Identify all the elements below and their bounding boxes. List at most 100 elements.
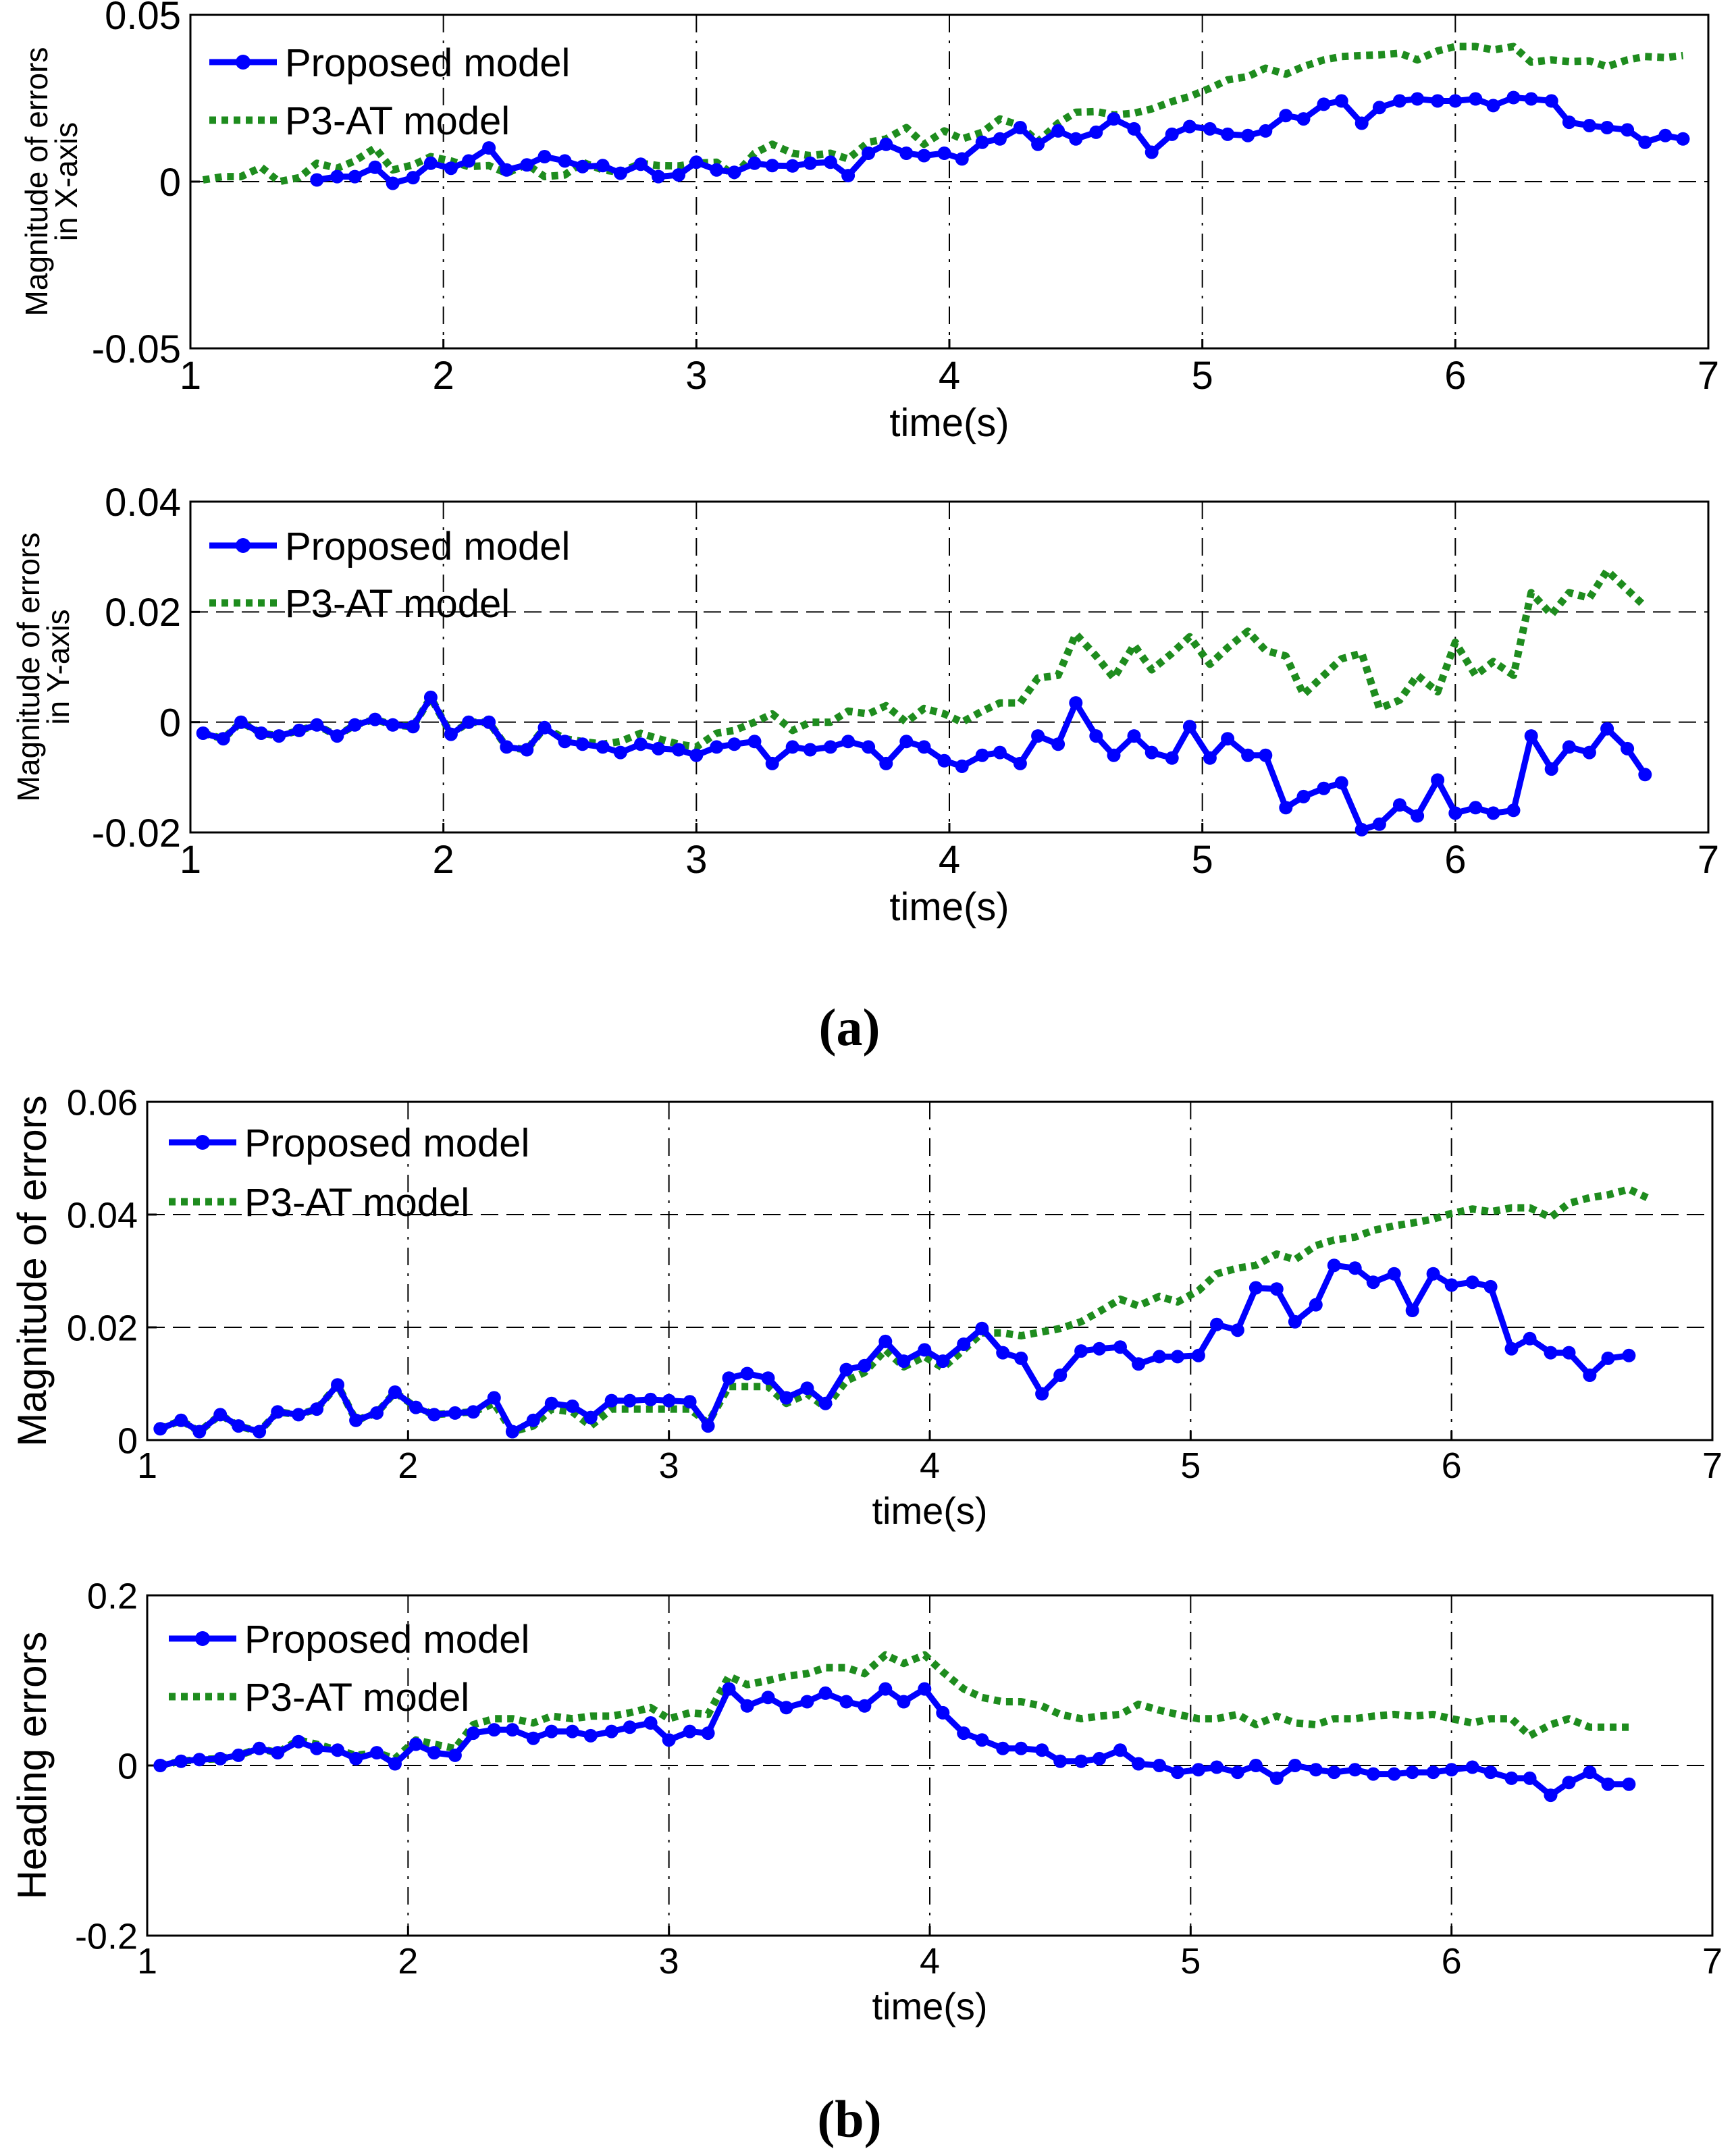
x-tick-label: 5 — [1180, 1445, 1201, 1486]
y-tick-label: 0 — [117, 1746, 138, 1786]
data-point — [975, 1321, 989, 1335]
data-point — [1372, 101, 1386, 115]
data-point — [1562, 740, 1576, 754]
data-point — [232, 1748, 246, 1762]
data-point — [975, 748, 989, 762]
legend-label: Proposed model — [244, 1121, 529, 1165]
data-point — [526, 1731, 540, 1745]
data-point — [1259, 748, 1273, 762]
legend-label: Proposed model — [285, 525, 570, 568]
data-point — [1230, 1323, 1244, 1337]
data-point — [683, 1395, 697, 1409]
data-point — [1621, 123, 1635, 137]
data-point — [1210, 1317, 1224, 1331]
data-point — [1069, 696, 1083, 710]
data-point — [1562, 1776, 1576, 1790]
data-point — [841, 735, 856, 749]
data-point — [1601, 1777, 1615, 1791]
data-point — [565, 1399, 579, 1413]
data-point — [1392, 94, 1406, 108]
data-point — [505, 1425, 519, 1439]
y-tick-label: 0.2 — [87, 1576, 138, 1616]
data-point — [1259, 124, 1273, 138]
data-point — [858, 1358, 872, 1373]
data-point — [1182, 120, 1196, 134]
data-point — [583, 1728, 598, 1743]
data-point — [1309, 1298, 1323, 1312]
x-axis-label: time(s) — [889, 885, 1009, 929]
data-point — [1348, 1261, 1362, 1275]
legend-label: P3-AT model — [244, 1676, 469, 1720]
data-point — [368, 712, 382, 726]
data-point — [406, 171, 420, 185]
data-point — [596, 740, 610, 754]
data-point — [1053, 1754, 1068, 1768]
data-point — [1405, 1765, 1419, 1780]
data-point — [722, 1682, 736, 1696]
y-tick-label: 0 — [159, 701, 181, 745]
data-point — [466, 1405, 480, 1419]
legend-marker — [236, 538, 251, 553]
data-point — [330, 169, 344, 184]
data-point — [192, 1425, 207, 1439]
data-point — [174, 1413, 188, 1427]
data-point — [537, 720, 552, 735]
x-axis-label: time(s) — [872, 1489, 987, 1532]
data-point — [899, 147, 914, 160]
data-point — [1562, 115, 1576, 130]
data-point — [1504, 1771, 1519, 1785]
data-point — [1387, 1767, 1401, 1781]
data-point — [765, 159, 779, 173]
data-point — [800, 1695, 814, 1709]
x-axis-label: time(s) — [872, 1985, 987, 2027]
data-point — [899, 735, 914, 749]
data-point — [1132, 1757, 1146, 1771]
data-point — [310, 1402, 324, 1416]
data-point — [153, 1759, 167, 1772]
data-point — [701, 1419, 715, 1433]
data-point — [710, 740, 724, 754]
series-line-proposed — [159, 1262, 1629, 1435]
data-point — [1069, 132, 1083, 146]
data-point — [331, 1743, 344, 1757]
data-point — [271, 1405, 285, 1419]
data-point — [1221, 127, 1235, 141]
x-tick-label: 7 — [1702, 1941, 1722, 1982]
data-point — [520, 743, 534, 757]
y-tick-label: 0.02 — [67, 1308, 138, 1348]
data-point — [779, 1701, 793, 1715]
data-point — [330, 729, 344, 743]
y-tick-label: 0.02 — [105, 591, 181, 635]
data-point — [466, 1726, 480, 1741]
data-point — [596, 159, 610, 173]
data-point — [803, 156, 817, 170]
data-point — [1387, 1267, 1401, 1281]
data-point — [1405, 1304, 1419, 1317]
data-point — [818, 1686, 833, 1700]
x-tick-label: 2 — [433, 354, 454, 398]
legend-label: Proposed model — [244, 1618, 529, 1662]
data-point — [1366, 1275, 1380, 1290]
data-point — [1544, 762, 1558, 776]
panel-label-b: (b) — [817, 2090, 881, 2148]
data-point — [1317, 781, 1331, 795]
data-point — [1448, 94, 1463, 108]
data-point — [897, 1354, 911, 1369]
x-tick-label: 5 — [1192, 354, 1213, 398]
data-point — [520, 158, 534, 172]
data-point — [918, 1343, 932, 1357]
y-axis-label: in Y-axis — [41, 609, 76, 724]
data-point — [996, 1741, 1010, 1755]
data-point — [613, 745, 627, 760]
data-point — [683, 1724, 697, 1738]
data-point — [505, 1723, 519, 1737]
plot-area — [190, 502, 1708, 832]
chart-x-axis-errors: 1 2 3 4 5 6 7 -0.05 0 0.05 time(s) Magnitude of err… — [19, 0, 1719, 445]
data-point — [1334, 776, 1348, 790]
data-point — [823, 740, 837, 754]
data-point — [785, 740, 799, 754]
data-point — [444, 727, 458, 741]
data-point — [1093, 1751, 1107, 1765]
data-point — [1523, 1331, 1537, 1346]
x-axis-label: time(s) — [889, 401, 1009, 445]
